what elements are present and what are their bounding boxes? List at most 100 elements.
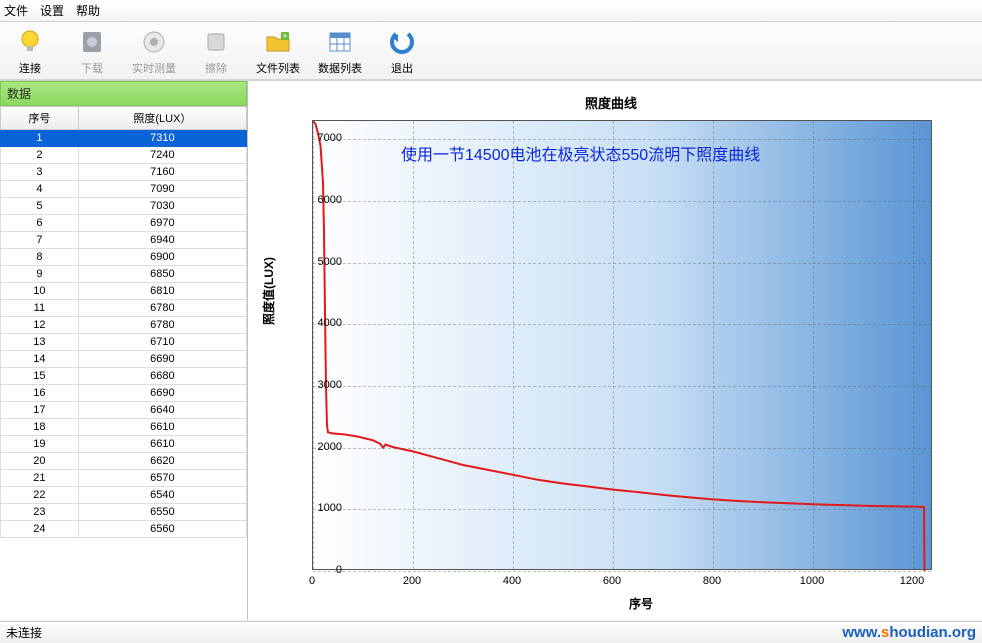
gridline-v (513, 121, 514, 569)
y-tick-label: 6000 (302, 194, 342, 206)
table-row[interactable]: 47090 (1, 181, 247, 198)
toolbar-label: 文件列表 (256, 60, 300, 76)
watermark-rest: houdian.org (889, 624, 976, 641)
table-row[interactable]: 146690 (1, 351, 247, 368)
gridline-h (313, 201, 931, 202)
download-icon (76, 26, 108, 58)
cell-index: 3 (1, 164, 79, 181)
cell-index: 18 (1, 419, 79, 436)
cell-lux: 6560 (78, 521, 246, 538)
menubar: 文件 设置 帮助 (0, 0, 982, 22)
table-row[interactable]: 66970 (1, 215, 247, 232)
cell-lux: 7240 (78, 147, 246, 164)
table-row[interactable]: 37160 (1, 164, 247, 181)
plot-background: 使用一节14500电池在极亮状态550流明下照度曲线 (312, 120, 932, 570)
table-row[interactable]: 96850 (1, 266, 247, 283)
gridline-v (613, 121, 614, 569)
cell-lux: 6680 (78, 368, 246, 385)
table-row[interactable]: 246560 (1, 521, 247, 538)
datalist-button[interactable]: 数据列表 (318, 26, 362, 76)
table-row[interactable]: 196610 (1, 436, 247, 453)
y-axis-label: 照度值(LUX) (260, 257, 277, 325)
table-row[interactable]: 186610 (1, 419, 247, 436)
cell-lux: 6570 (78, 470, 246, 487)
cell-lux: 6550 (78, 504, 246, 521)
cell-index: 12 (1, 317, 79, 334)
cell-lux: 6710 (78, 334, 246, 351)
cell-lux: 7090 (78, 181, 246, 198)
table-row[interactable]: 76940 (1, 232, 247, 249)
x-tick-label: 1200 (900, 575, 924, 587)
cell-index: 11 (1, 300, 79, 317)
cell-lux: 6690 (78, 385, 246, 402)
clear-button[interactable]: 擦除 (194, 26, 238, 76)
table-row[interactable]: 136710 (1, 334, 247, 351)
table-row[interactable]: 116780 (1, 300, 247, 317)
lightbulb-icon (14, 26, 46, 58)
table-row[interactable]: 126780 (1, 317, 247, 334)
cell-index: 21 (1, 470, 79, 487)
x-tick-label: 600 (603, 575, 621, 587)
cell-index: 14 (1, 351, 79, 368)
table-row[interactable]: 57030 (1, 198, 247, 215)
menu-help[interactable]: 帮助 (76, 2, 100, 19)
toolbar-label: 退出 (391, 60, 413, 76)
table-row[interactable]: 206620 (1, 453, 247, 470)
table-row[interactable]: 176640 (1, 402, 247, 419)
cell-index: 24 (1, 521, 79, 538)
cell-index: 9 (1, 266, 79, 283)
status-text: 未连接 (6, 624, 42, 641)
y-tick-label: 1000 (302, 502, 342, 514)
table-row[interactable]: 156680 (1, 368, 247, 385)
x-axis-label: 序号 (629, 595, 653, 612)
cell-index: 1 (1, 130, 79, 147)
cell-index: 8 (1, 249, 79, 266)
connect-button[interactable]: 连接 (8, 26, 52, 76)
realtime-button[interactable]: 实时测量 (132, 26, 176, 76)
cell-lux: 6850 (78, 266, 246, 283)
svg-text:+: + (282, 31, 287, 41)
main-area: 数据 序号 照度(LUX） 17310272403716047090570306… (0, 80, 982, 620)
table-row[interactable]: 17310 (1, 130, 247, 147)
table-row[interactable]: 226540 (1, 487, 247, 504)
col-lux[interactable]: 照度(LUX） (78, 107, 246, 130)
cell-index: 23 (1, 504, 79, 521)
table-row[interactable]: 86900 (1, 249, 247, 266)
data-panel-header: 数据 (0, 81, 247, 106)
exit-icon (386, 26, 418, 58)
menu-file[interactable]: 文件 (4, 2, 28, 19)
cell-index: 13 (1, 334, 79, 351)
download-button[interactable]: 下载 (70, 26, 114, 76)
cell-lux: 6940 (78, 232, 246, 249)
table-row[interactable]: 216570 (1, 470, 247, 487)
chart-area: 照度值(LUX) 使用一节14500电池在极亮状态550流明下照度曲线 序号 0… (312, 120, 970, 570)
cell-lux: 6640 (78, 402, 246, 419)
cell-index: 5 (1, 198, 79, 215)
filelist-button[interactable]: + 文件列表 (256, 26, 300, 76)
table-row[interactable]: 27240 (1, 147, 247, 164)
chart-panel: 照度曲线 照度值(LUX) 使用一节14500电池在极亮状态550流明下照度曲线… (248, 81, 982, 620)
gridline-h (313, 139, 931, 140)
table-row[interactable]: 236550 (1, 504, 247, 521)
menu-settings[interactable]: 设置 (40, 2, 64, 19)
cell-lux: 6900 (78, 249, 246, 266)
eraser-icon (200, 26, 232, 58)
x-tick-label: 800 (703, 575, 721, 587)
cell-index: 2 (1, 147, 79, 164)
gridline-v (713, 121, 714, 569)
data-table-scroll[interactable]: 序号 照度(LUX） 17310272403716047090570306697… (0, 106, 247, 620)
x-tick-label: 200 (403, 575, 421, 587)
gridline-v (913, 121, 914, 569)
x-tick-label: 0 (309, 575, 315, 587)
exit-button[interactable]: 退出 (380, 26, 424, 76)
table-row[interactable]: 166690 (1, 385, 247, 402)
toolbar-label: 数据列表 (318, 60, 362, 76)
cell-lux: 7030 (78, 198, 246, 215)
cell-lux: 6780 (78, 317, 246, 334)
col-index[interactable]: 序号 (1, 107, 79, 130)
table-row[interactable]: 106810 (1, 283, 247, 300)
cell-index: 4 (1, 181, 79, 198)
left-panel: 数据 序号 照度(LUX） 17310272403716047090570306… (0, 81, 248, 620)
cell-lux: 7160 (78, 164, 246, 181)
cell-lux: 6620 (78, 453, 246, 470)
